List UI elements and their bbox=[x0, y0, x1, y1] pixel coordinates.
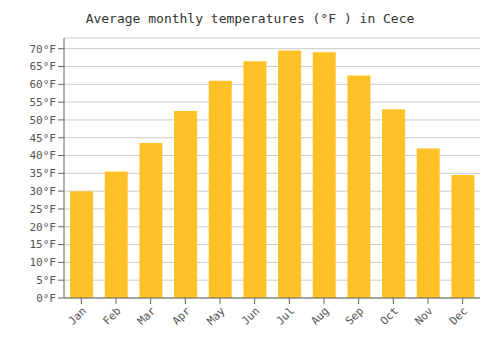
svg-text:Nov: Nov bbox=[412, 304, 436, 328]
svg-text:20°F: 20°F bbox=[30, 221, 57, 234]
svg-text:25°F: 25°F bbox=[30, 203, 57, 216]
svg-text:Aug: Aug bbox=[308, 304, 331, 327]
svg-text:0°F: 0°F bbox=[36, 292, 56, 305]
html-text:Average monthly temperatures (: Average monthly temperatures (°F ) in Ce… bbox=[85, 11, 415, 26]
svg-text:50°F: 50°F bbox=[30, 114, 57, 127]
svg-text:Jun: Jun bbox=[239, 304, 262, 327]
svg-text:70°F: 70°F bbox=[30, 43, 57, 56]
svg-text:30°F: 30°F bbox=[30, 185, 57, 198]
svg-text:35°F: 35°F bbox=[30, 167, 57, 180]
svg-text:Sep: Sep bbox=[343, 304, 366, 327]
svg-text:45°F: 45°F bbox=[30, 132, 57, 145]
svg-text:Feb: Feb bbox=[100, 304, 123, 327]
svg-text:55°F: 55°F bbox=[30, 96, 57, 109]
svg-text:65°F: 65°F bbox=[30, 60, 57, 73]
svg-text:May: May bbox=[204, 304, 228, 328]
svg-text:60°F: 60°F bbox=[30, 78, 57, 91]
svg-text:10°F: 10°F bbox=[30, 256, 57, 269]
svg-text:Oct: Oct bbox=[378, 304, 401, 327]
svg-text:Jul: Jul bbox=[274, 304, 297, 327]
svg-text:5°F: 5°F bbox=[36, 274, 56, 287]
svg-text:40°F: 40°F bbox=[30, 149, 57, 162]
svg-text:Apr: Apr bbox=[170, 304, 194, 328]
svg-text:Mar: Mar bbox=[135, 304, 159, 328]
svg-text:Dec: Dec bbox=[447, 304, 470, 327]
svg-text:Jan: Jan bbox=[66, 304, 89, 327]
svg-text:15°F: 15°F bbox=[30, 238, 57, 251]
